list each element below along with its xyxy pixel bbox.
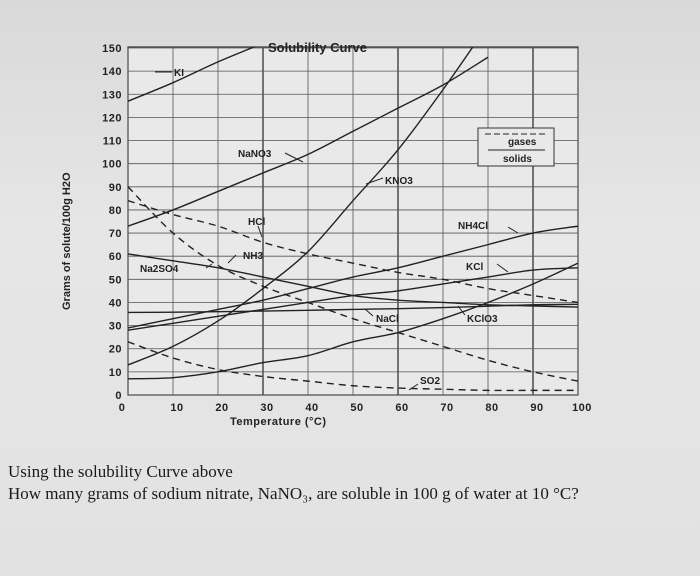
x-tick-labels: 0 10 20 30 40 50 60 70 80 90 100 xyxy=(119,402,592,414)
curve-label-nh3: NH3 xyxy=(243,251,263,262)
curve-na2so4 xyxy=(128,253,579,308)
y-tick-label: 10 xyxy=(109,367,122,379)
x-tick-label: 80 xyxy=(485,402,498,414)
y-tick-label: 110 xyxy=(103,136,122,148)
curve-hcl xyxy=(128,200,579,304)
x-tick-label: 40 xyxy=(305,402,318,414)
curve-label-hcl: HCl xyxy=(248,217,265,228)
y-tick-label: 40 xyxy=(109,297,122,309)
y-tick-label: 130 xyxy=(102,89,122,101)
curve-label-kclo3: KClO3 xyxy=(467,314,498,325)
x-tick-label: 0 xyxy=(119,402,126,414)
curve-label-nh4cl: NH4Cl xyxy=(458,221,488,232)
question-text: How many grams of sodium nitrate, NaNO₃,… xyxy=(8,484,579,503)
y-axis-label: Grams of solute/100g H2O xyxy=(61,172,73,310)
x-axis-label: Temperature (°C) xyxy=(230,416,327,428)
y-tick-label: 100 xyxy=(102,159,122,171)
x-tick-label: 10 xyxy=(170,402,183,414)
curve-label-nacl: NaCl xyxy=(376,314,399,325)
curve-label-leaders xyxy=(155,71,519,391)
chart-title: Solubility Curve xyxy=(268,40,367,55)
curve-labels: KI NaNO3 KNO3 NH4Cl KCl NaCl KClO3 Na2SO… xyxy=(140,68,498,387)
gridlines xyxy=(127,47,579,396)
x-tick-label: 70 xyxy=(440,402,453,414)
y-tick-label: 30 xyxy=(109,321,122,333)
x-tick-label: 90 xyxy=(530,402,543,414)
curve-so2 xyxy=(128,341,578,392)
x-tick-label: 30 xyxy=(260,402,273,414)
curves xyxy=(128,47,579,392)
curve-label-so2: SO2 xyxy=(420,376,440,387)
curve-kno3 xyxy=(128,47,474,366)
curve-label-na2so4: Na2SO4 xyxy=(140,264,179,275)
y-tick-label: 120 xyxy=(102,112,122,124)
x-tick-label: 60 xyxy=(395,402,408,414)
curve-kclo3 xyxy=(128,262,579,380)
y-tick-label: 150 xyxy=(102,43,122,55)
y-tick-label: 90 xyxy=(109,182,122,194)
curve-nh3 xyxy=(128,186,579,382)
curve-label-nano3: NaNO3 xyxy=(238,149,272,160)
curve-label-kno3: KNO3 xyxy=(385,176,413,187)
legend-gases-label: gases xyxy=(508,137,537,148)
question-intro: Using the solubility Curve above xyxy=(8,462,233,481)
curve-nano3 xyxy=(128,56,489,227)
y-tick-label: 70 xyxy=(109,228,122,240)
legend-solids-label: solids xyxy=(503,154,532,165)
x-tick-label: 20 xyxy=(215,402,228,414)
y-tick-label: 80 xyxy=(109,205,122,217)
x-tick-label: 50 xyxy=(350,402,363,414)
y-tick-label: 60 xyxy=(109,251,122,263)
y-tick-label: 20 xyxy=(109,344,122,356)
y-tick-label: 140 xyxy=(102,66,122,78)
curve-ki xyxy=(128,47,256,102)
y-tick-labels: 0 10 20 30 40 50 60 70 80 90 100 110 120 130 140 150 xyxy=(102,43,122,402)
y-tick-label: 50 xyxy=(109,274,122,286)
y-tick-label: 0 xyxy=(115,390,122,402)
curve-label-kcl: KCl xyxy=(466,262,483,273)
x-tick-label: 100 xyxy=(572,402,592,414)
legend: gases solids xyxy=(477,127,555,167)
curve-label-ki: KI xyxy=(174,68,184,79)
